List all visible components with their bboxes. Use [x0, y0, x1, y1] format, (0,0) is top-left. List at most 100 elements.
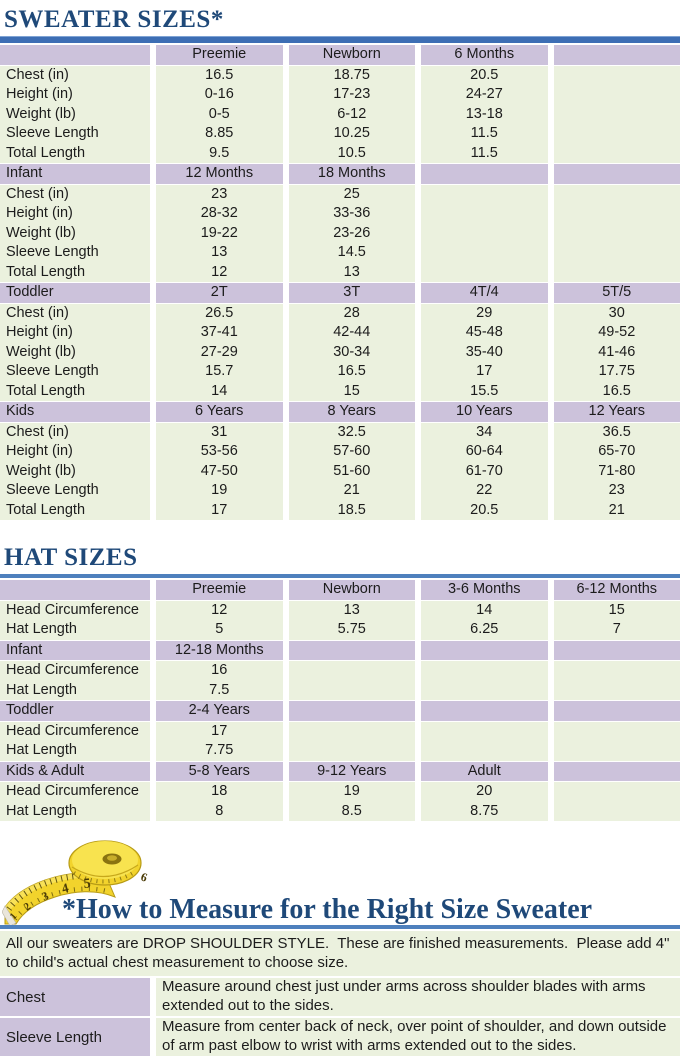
value-cell: 21 — [289, 481, 416, 501]
row-label-cell: Chest (in) — [0, 185, 150, 205]
value-cell — [554, 144, 680, 164]
row-label-cell: Hat Length — [0, 681, 150, 701]
value-cell: 24-27 — [421, 85, 548, 105]
value-cell: 14 — [156, 382, 283, 402]
row-label-cell: Sleeve Length — [0, 243, 150, 263]
value-cell: 10.25 — [289, 124, 416, 144]
value-cell: 17-23 — [289, 85, 416, 105]
value-cell — [421, 243, 548, 263]
row-label-cell — [0, 580, 150, 600]
value-cell: 2T — [156, 283, 283, 303]
value-cell: 49-52 — [554, 323, 680, 343]
value-cell: 29 — [421, 304, 548, 324]
value-cell: 33-36 — [289, 204, 416, 224]
value-cell: 2-4 Years — [156, 701, 283, 721]
value-cell: 8 — [156, 802, 283, 822]
value-cell: 16.5 — [289, 362, 416, 382]
value-cell: 5.75 — [289, 620, 416, 640]
value-cell: 8.85 — [156, 124, 283, 144]
value-cell: 17.75 — [554, 362, 680, 382]
row-label-cell: Toddler — [0, 283, 150, 303]
value-cell: 6-12 Months — [554, 580, 680, 600]
row-label-cell — [0, 45, 150, 65]
value-cell: 19 — [289, 782, 416, 802]
value-cell: 11.5 — [421, 124, 548, 144]
value-cell — [421, 681, 548, 701]
value-cell: 32.5 — [289, 423, 416, 443]
row-label-cell: Toddler — [0, 701, 150, 721]
value-cell — [421, 185, 548, 205]
value-cell — [554, 681, 680, 701]
value-cell: 18.75 — [289, 66, 416, 86]
value-cell — [554, 85, 680, 105]
row-label-cell: Sleeve Length — [0, 124, 150, 144]
measure-row-text: Measure around chest just under arms acr… — [156, 978, 680, 1016]
value-cell — [289, 701, 416, 721]
value-cell: 11.5 — [421, 144, 548, 164]
value-cell: 6 Years — [156, 402, 283, 422]
row-label-cell: Total Length — [0, 501, 150, 521]
sweater-title-rule — [0, 36, 680, 43]
value-cell — [421, 224, 548, 244]
value-cell: 30-34 — [289, 343, 416, 363]
value-cell: 19-22 — [156, 224, 283, 244]
value-cell — [421, 164, 548, 184]
value-cell — [554, 782, 680, 802]
value-cell — [421, 263, 548, 283]
measure-title-rule — [0, 925, 680, 929]
row-label-cell: Head Circumference — [0, 601, 150, 621]
value-cell: 8 Years — [289, 402, 416, 422]
value-cell — [421, 204, 548, 224]
value-cell — [554, 701, 680, 721]
value-cell: 0-5 — [156, 105, 283, 125]
value-cell: 15.7 — [156, 362, 283, 382]
value-cell: 20.5 — [421, 66, 548, 86]
row-label-cell: Height (in) — [0, 442, 150, 462]
value-cell: Newborn — [289, 45, 416, 65]
value-cell: 0-16 — [156, 85, 283, 105]
value-cell: Newborn — [289, 580, 416, 600]
value-cell: 17 — [156, 722, 283, 742]
value-cell: 15 — [554, 601, 680, 621]
row-label-cell: Kids — [0, 402, 150, 422]
value-cell — [421, 722, 548, 742]
row-label-cell: Weight (lb) — [0, 224, 150, 244]
row-label-cell: Height (in) — [0, 85, 150, 105]
value-cell: 60-64 — [421, 442, 548, 462]
value-cell — [554, 722, 680, 742]
row-label-cell: Hat Length — [0, 620, 150, 640]
measure-header: 1 2 3 4 5 6 *How to Measure for the Righ… — [0, 827, 680, 925]
value-cell: 65-70 — [554, 442, 680, 462]
value-cell: 15.5 — [421, 382, 548, 402]
value-cell: 37-41 — [156, 323, 283, 343]
value-cell: 16.5 — [156, 66, 283, 86]
value-cell: 12-18 Months — [156, 641, 283, 661]
value-cell: 6-12 — [289, 105, 416, 125]
value-cell: 12 — [156, 263, 283, 283]
value-cell: 27-29 — [156, 343, 283, 363]
row-label-cell: Chest (in) — [0, 304, 150, 324]
value-cell: 13 — [289, 263, 416, 283]
value-cell: 14.5 — [289, 243, 416, 263]
row-label-cell: Infant — [0, 164, 150, 184]
value-cell: 18.5 — [289, 501, 416, 521]
value-cell — [554, 224, 680, 244]
